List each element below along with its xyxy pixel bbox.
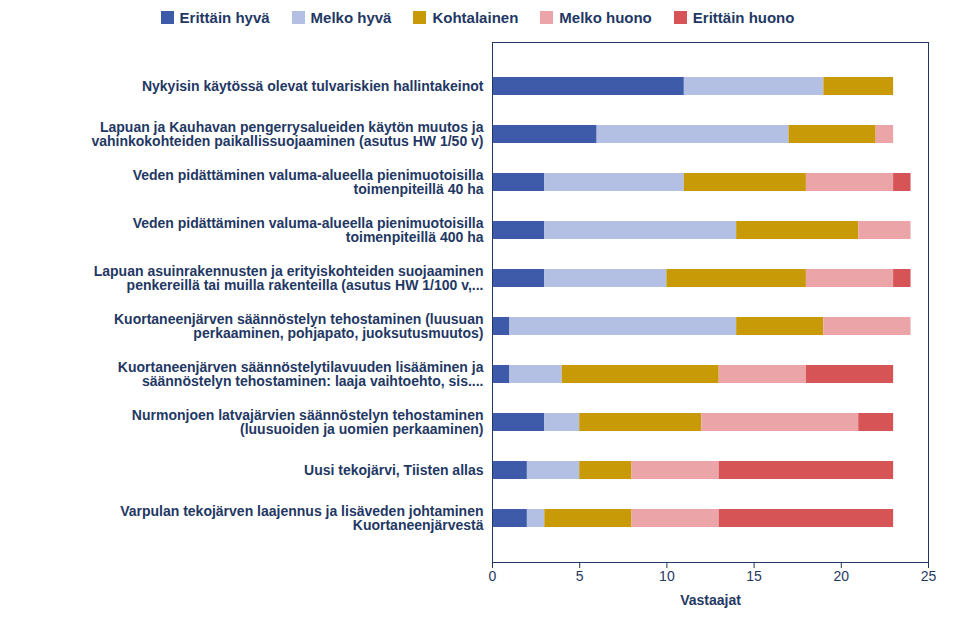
svg-text:Veden pidättäminen valuma-alue: Veden pidättäminen valuma-alueella pieni… <box>133 167 484 197</box>
html-text:Melko hyvä: Melko hyvä <box>310 8 392 26</box>
svg-text:15: 15 <box>746 568 762 584</box>
svg-text:Lapuan ja Kauhavan pengerrysal: Lapuan ja Kauhavan pengerrysalueiden käy… <box>91 119 483 149</box>
svg-text:0: 0 <box>489 568 497 584</box>
svg-text:Nurmonjoen latvajärvien säännö: Nurmonjoen latvajärvien säännöstelyn teh… <box>132 407 484 437</box>
svg-text:25: 25 <box>921 568 937 584</box>
html-text:Melko huono: Melko huono <box>559 8 652 26</box>
html-text:Kohtalainen: Kohtalainen <box>432 8 519 26</box>
svg-text:Varpulan tekojärven laajennus: Varpulan tekojärven laajennus ja lisäved… <box>120 503 484 533</box>
svg-text:Nykyisin käytössä olevat tulva: Nykyisin käytössä olevat tulvariskien ha… <box>142 78 484 94</box>
svg-text:10: 10 <box>659 568 675 584</box>
html-text:Erittäin hyvä: Erittäin hyvä <box>179 8 270 26</box>
svg-text:Lapuan asuinrakennusten ja eri: Lapuan asuinrakennusten ja erityiskohtei… <box>94 263 484 293</box>
svg-text:Veden pidättäminen valuma-alue: Veden pidättäminen valuma-alueella pieni… <box>133 215 484 245</box>
svg-text:20: 20 <box>834 568 850 584</box>
svg-text:Vastaajat: Vastaajat <box>680 592 741 608</box>
svg-text:Kuortaneenjärven säännöstelyti: Kuortaneenjärven säännöstelytilavuuden l… <box>118 359 484 389</box>
svg-text:Kuortaneenjärven säännöstelyn: Kuortaneenjärven säännöstelyn tehostamin… <box>114 311 484 341</box>
svg-text:Uusi tekojärvi, Tiisten allas: Uusi tekojärvi, Tiisten allas <box>304 462 484 478</box>
html-text:Erittäin huono: Erittäin huono <box>692 8 795 26</box>
svg-text:5: 5 <box>576 568 584 584</box>
